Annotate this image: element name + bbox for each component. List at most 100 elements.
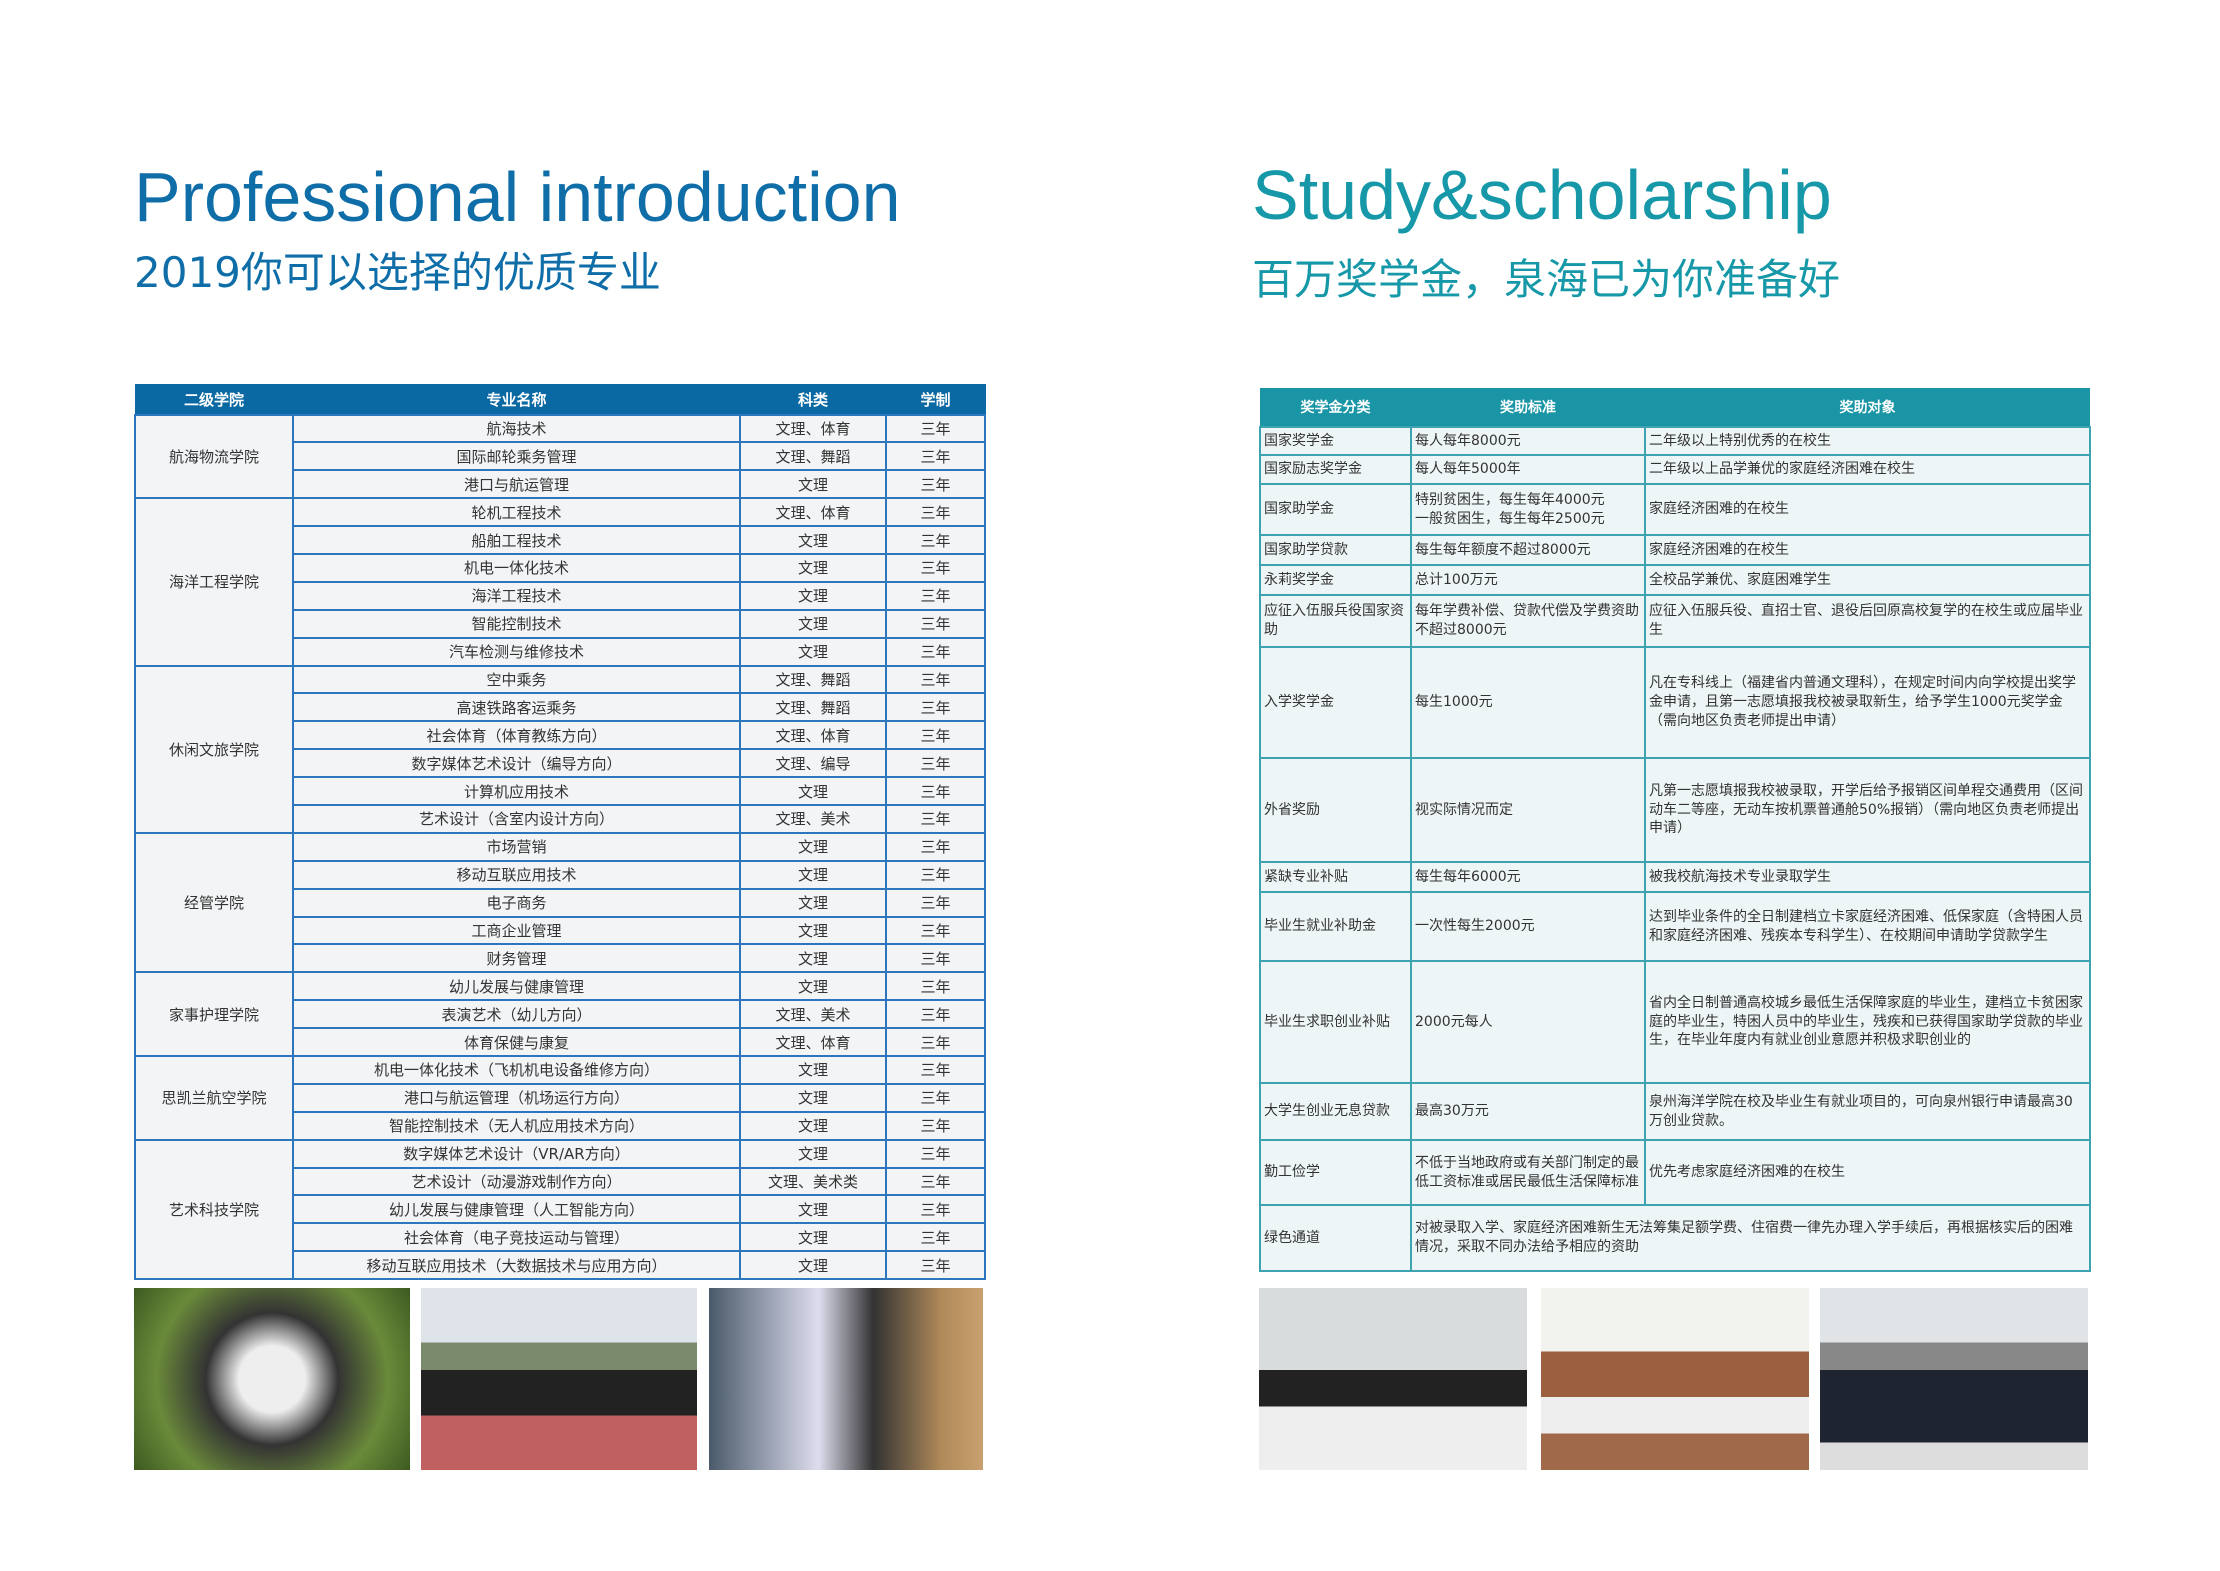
major-cell: 艺术设计（动漫游戏制作方向） [292,1166,741,1197]
type-cell: 外省奖励 [1259,757,1412,863]
standard-cell: 最高30万元 [1410,1082,1646,1141]
type-cell: 毕业生求职创业补贴 [1259,960,1412,1084]
table-row: 表演艺术（幼儿方向） 文理、美术 三年 [135,999,986,1030]
duration-cell: 三年 [885,1110,986,1141]
category-cell: 文理、体育 [739,1027,887,1057]
major-cell: 幼儿发展与健康管理（人工智能方向） [292,1194,741,1225]
major-cell: 智能控制技术 [292,608,741,639]
major-cell: 机电一体化技术（飞机机电设备维修方向） [292,1054,741,1085]
table-row: 海洋工程技术 文理 三年 [135,580,986,611]
college-cell: 休闲文旅学院 [134,664,294,834]
type-cell: 绿色通道 [1259,1204,1412,1272]
photo-classroom-study [1259,1288,1527,1470]
target-cell: 省内全日制普通高校城乡最低生活保障家庭的毕业生，建档立卡贫困家庭的毕业生，特困人… [1644,960,2091,1084]
category-cell: 文理 [739,887,887,918]
table-row: 海洋工程学院 轮机工程技术 文理、体育 三年 [134,497,986,667]
standard-cell: 对被录取入学、家庭经济困难新生无法筹集足额学费、住宿费一律先办理入学手续后，再根… [1410,1204,2091,1272]
duration-cell: 三年 [885,720,986,751]
table-row: 大学生创业无息贷款 最高30万元 泉州海洋学院在校及毕业生有就业项目的，可向泉州银行… [1259,1082,2091,1141]
target-cell: 全校品学兼优、家庭困难学生 [1644,564,2091,596]
duration-cell: 三年 [885,608,986,639]
duration-cell: 三年 [885,1222,986,1253]
major-cell: 高速铁路客运乘务 [292,692,741,723]
category-cell: 文理 [739,636,887,667]
duration-cell: 三年 [885,943,986,974]
category-cell: 文理 [739,580,887,611]
duration-cell: 三年 [885,1082,986,1113]
target-cell: 二年级以上品学兼优的家庭经济困难在校生 [1644,454,2091,485]
category-cell: 文理 [739,1194,887,1225]
major-cell: 数字媒体艺术设计（VR/AR方向） [292,1138,741,1169]
standard-cell: 每年学费补偿、贷款代偿及学费资助不超过8000元 [1410,594,1646,648]
duration-cell: 三年 [885,525,986,555]
table-row: 航海物流学院 航海技术 文理、体育 三年 [134,413,986,500]
table-row: 艺术设计（含室内设计方向） 文理、美术 三年 [135,803,986,834]
photo-students-writing [1541,1288,1809,1470]
duration-cell: 三年 [885,1166,986,1197]
category-cell: 文理 [739,1110,887,1141]
table-row: 港口与航运管理（机场运行方向） 文理 三年 [135,1082,986,1113]
target-cell: 被我校航海技术专业录取学生 [1644,861,2091,893]
col-header: 奖助标准 [1411,388,1645,427]
duration-cell: 三年 [885,1027,986,1057]
standard-cell: 特别贫困生，每生每年4000元 一般贫困生，每生每年2500元 [1410,483,1646,536]
duration-cell: 三年 [885,497,986,528]
right-title: Study&scholarship [1252,156,1832,234]
type-cell: 入学奖学金 [1259,646,1412,759]
duration-cell: 三年 [885,1138,986,1169]
table-row: 社会体育（体育教练方向） 文理、体育 三年 [135,720,986,751]
table-row: 艺术设计（动漫游戏制作方向） 文理、美术类 三年 [135,1166,986,1197]
standard-cell: 视实际情况而定 [1410,757,1646,863]
target-cell: 凡第一志愿填报我校被录取，开学后给予报销区间单程交通费用（区间动车二等座，无动车… [1644,757,2091,863]
category-cell: 文理 [739,1222,887,1253]
college-cell: 家事护理学院 [134,971,294,1057]
duration-cell: 三年 [885,776,986,806]
table-row: 高速铁路客运乘务 文理、舞蹈 三年 [135,692,986,723]
duration-cell: 三年 [885,1054,986,1085]
col-header: 奖助对象 [1645,388,2090,427]
table-row: 体育保健与康复 文理、体育 三年 [135,1027,986,1057]
standard-cell: 每人每年8000元 [1410,426,1646,456]
type-cell: 勤工俭学 [1259,1139,1412,1206]
category-cell: 文理 [739,1054,887,1085]
major-cell: 港口与航运管理（机场运行方向） [292,1082,741,1113]
photo-library-reading [709,1288,983,1470]
table-row: 勤工俭学 不低于当地政府或有关部门制定的最低工资标准或居民最低生活保障标准 优先考虑… [1259,1139,2091,1206]
table-row: 社会体育（电子竞技运动与管理） 文理 三年 [135,1222,986,1253]
type-cell: 国家助学贷款 [1259,534,1412,566]
table-row: 入学奖学金 每生1000元 凡在专科线上（福建省内普通文理科），在规定时间内向学校提… [1259,646,2091,759]
type-cell: 永莉奖学金 [1259,564,1412,596]
duration-cell: 三年 [885,831,986,862]
major-cell: 市场营销 [292,831,741,862]
category-cell: 文理、舞蹈 [739,664,887,695]
table-row: 计算机应用技术 文理 三年 [135,776,986,806]
target-cell: 优先考虑家庭经济困难的在校生 [1644,1139,2091,1206]
table-row: 外省奖励 视实际情况而定 凡第一志愿填报我校被录取，开学后给予报销区间单程交通费用（… [1259,757,2091,863]
table-row: 毕业生就业补助金 一次性每生2000元 达到毕业条件的全日制建档立卡家庭经济困难、低… [1259,891,2091,962]
major-cell: 电子商务 [292,887,741,918]
major-cell: 财务管理 [292,943,741,974]
table-row-green-channel: 绿色通道 对被录取入学、家庭经济困难新生无法筹集足额学费、住宿费一律先办理入学手续… [1259,1204,2091,1272]
table-row: 应征入伍服兵役国家资助 每年学费补偿、贷款代偿及学费资助不超过8000元 应征入伍服… [1259,594,2091,648]
duration-cell: 三年 [885,636,986,667]
duration-cell: 三年 [885,999,986,1030]
standard-cell: 不低于当地政府或有关部门制定的最低工资标准或居民最低生活保障标准 [1410,1139,1646,1206]
category-cell: 文理、美术 [739,999,887,1030]
left-title: Professional introduction [134,158,901,236]
photo-students-playing-ball [421,1288,697,1470]
duration-cell: 三年 [885,971,986,1002]
duration-cell: 三年 [885,469,986,500]
table-row: 永莉奖学金 总计100万元 全校品学兼优、家庭困难学生 [1259,564,2091,596]
target-cell: 泉州海洋学院在校及毕业生有就业项目的，可向泉州银行申请最高30万创业贷款。 [1644,1082,2091,1141]
college-cell: 思凯兰航空学院 [134,1054,294,1141]
category-cell: 文理、编导 [739,748,887,779]
table-row: 国家助学贷款 每生每年额度不超过8000元 家庭经济困难的在校生 [1259,534,2091,566]
target-cell: 达到毕业条件的全日制建档立卡家庭经济困难、低保家庭（含特困人员和家庭经济困难、残… [1644,891,2091,962]
table-row: 工商企业管理 文理 三年 [135,915,986,946]
col-header: 学制 [885,384,986,415]
target-cell: 应征入伍服兵役、直招士官、退役后回原高校复学的在校生或应届毕业生 [1644,594,2091,648]
table-row: 艺术科技学院 数字媒体艺术设计（VR/AR方向） 文理 三年 [134,1138,986,1281]
major-cell: 计算机应用技术 [292,776,741,806]
category-cell: 文理 [739,776,887,806]
table-row: 国际邮轮乘务管理 文理、舞蹈 三年 [135,441,986,472]
